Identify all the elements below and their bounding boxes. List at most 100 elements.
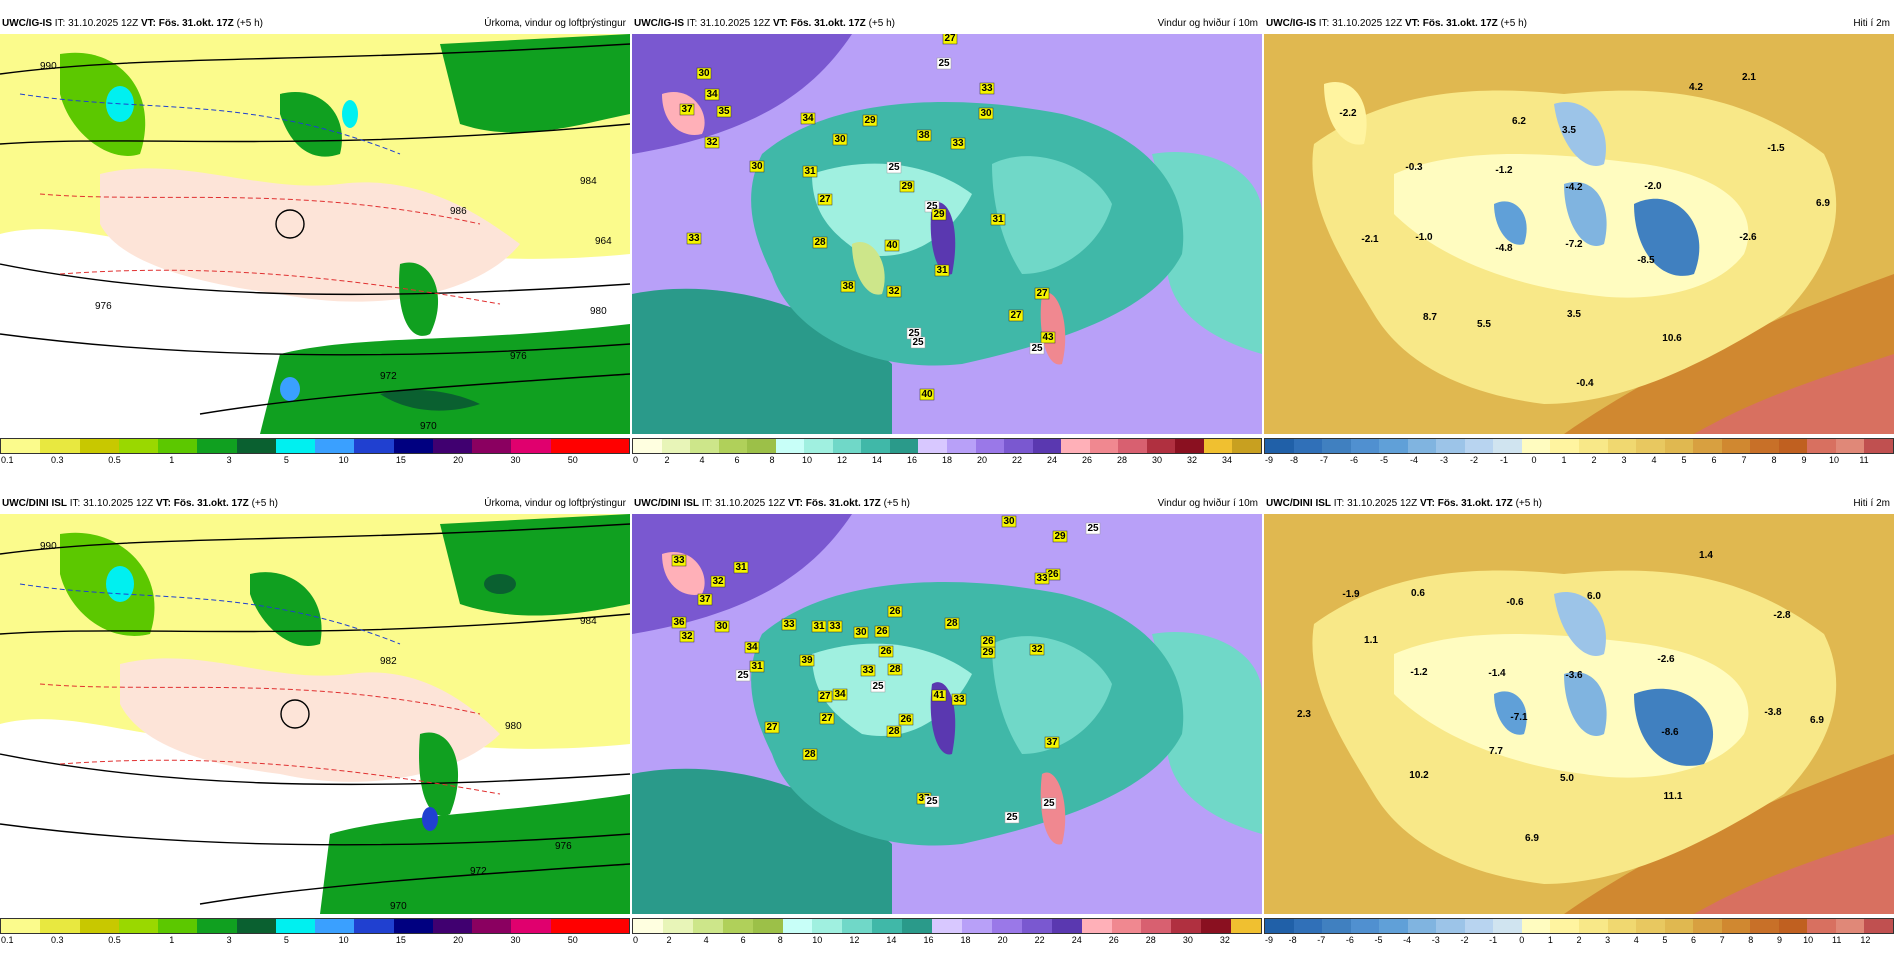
legend-swatch: [158, 439, 198, 453]
wind-speed-label: 32: [704, 136, 720, 149]
legend-swatch: [1089, 439, 1119, 453]
legend-tick-label: 11: [1832, 935, 1842, 945]
model-name: UWC/DINI ISL: [1266, 498, 1331, 509]
temperature-label: -2.6: [1739, 232, 1757, 243]
legend-tick-label: 0.5: [108, 455, 121, 465]
legend-tick-label: 4: [1651, 455, 1657, 465]
wind-speed-label: 33: [781, 618, 797, 631]
temperature-label: -2.0: [1644, 181, 1662, 192]
svg-text:-1.9: -1.9: [1342, 589, 1360, 600]
legend-tick-label: 10: [338, 935, 349, 945]
legend-swatch: [1293, 919, 1323, 933]
svg-text:26: 26: [982, 636, 994, 647]
precip-map: 990 984 980 976 972 970 982: [0, 514, 630, 914]
panel-header: UWC/IG-IS IT: 31.10.2025 12Z VT: Fös. 31…: [632, 14, 1262, 34]
valid-label: VT:: [1419, 498, 1435, 509]
legend-ticks: 0.1 0.3 0.5 1 3 5 10 15 20 30 50: [0, 935, 630, 949]
panel-title: Hiti í 2m: [1853, 18, 1890, 29]
legend-swatch: [1750, 919, 1779, 933]
legend-swatch: [1693, 439, 1722, 453]
svg-text:34: 34: [746, 642, 758, 653]
legend-swatch: [275, 919, 315, 933]
temperature-label: -3.8: [1764, 707, 1782, 718]
temperature-label: -2.8: [1773, 610, 1791, 621]
svg-text:31: 31: [992, 214, 1004, 225]
legend-tick-label: -3: [1431, 935, 1440, 945]
legend-ticks: 0 2 4 6 8 10 12 14 16 18 20 22 24 26 28 30 32 34: [632, 455, 1262, 469]
legend-swatch: [472, 919, 512, 933]
legend-swatch: [1864, 919, 1894, 933]
legend-swatch: [1778, 919, 1808, 933]
legend-swatch: [1521, 439, 1551, 453]
legend-swatch: [1350, 919, 1380, 933]
legend-tick-label: -9: [1265, 935, 1274, 945]
svg-text:33: 33: [829, 621, 841, 632]
svg-text:38: 38: [842, 281, 854, 292]
legend-swatch: [782, 919, 813, 933]
legend-tick-label: 3: [1621, 455, 1627, 465]
panel-title: Hiti í 2m: [1853, 498, 1890, 509]
legend-swatch: [1721, 439, 1751, 453]
isobar-label: 970: [390, 901, 407, 912]
wind-speed-label: 25: [1041, 797, 1057, 810]
legend-swatch: [1021, 919, 1052, 933]
legend-tick-label: 12: [836, 455, 848, 465]
temperature-label: -7.2: [1565, 239, 1583, 250]
legend-swatch: [662, 919, 693, 933]
legend-swatch: [747, 439, 776, 453]
legend-tick-label: 10: [801, 455, 813, 465]
legend-swatch: [1203, 439, 1233, 453]
svg-text:-8.6: -8.6: [1661, 727, 1679, 738]
temperature-label: 5.0: [1560, 773, 1574, 784]
legend-tick-label: 6: [734, 455, 740, 465]
legend-tick-label: -5: [1374, 935, 1383, 945]
legend-tick-label: 8: [777, 935, 783, 945]
legend-swatch: [889, 439, 919, 453]
temperature-label: 8.7: [1423, 312, 1437, 323]
legend-swatch: [661, 439, 691, 453]
legend-tick-label: 6: [1691, 935, 1697, 945]
wind-speed-label: 40: [919, 388, 935, 401]
panel-precip-dini: UWC/DINI ISL IT: 31.10.2025 12Z VT: Fös.…: [0, 494, 630, 957]
legend-tick-label: 1: [169, 455, 175, 465]
svg-text:34: 34: [706, 89, 718, 100]
temperature-label: 10.6: [1662, 333, 1682, 344]
wind-speed-label: 32: [710, 575, 726, 588]
legend-tick-label: 2: [666, 935, 672, 945]
panel-header: UWC/DINI ISL IT: 31.10.2025 12Z VT: Fös.…: [0, 494, 630, 514]
legend-tick-label: 50: [567, 935, 578, 945]
legend-swatch: [511, 919, 551, 933]
wind-speed-label: 25: [910, 336, 926, 349]
svg-text:25: 25: [1043, 798, 1055, 809]
legend-tick-label: 3: [226, 935, 232, 945]
temperature-legend: -9 -8 -7 -6 -5 -4 -3 -2 -1 0 1 2 3 4 5 6 7 8 9 10 11: [1264, 438, 1894, 477]
svg-text:25: 25: [938, 58, 950, 69]
run-time: 31.10.2025 12Z: [83, 498, 154, 509]
temperature-label: 5.5: [1477, 319, 1491, 330]
temperature-label: -2.6: [1657, 654, 1675, 665]
legend-swatch: [752, 919, 783, 933]
run-label: IT:: [686, 18, 698, 29]
legend-swatch: [40, 919, 80, 933]
panel-title: Vindur og hviður í 10m: [1157, 498, 1258, 509]
wind-speed-label: 30: [696, 67, 712, 80]
wind-speed-label: 40: [884, 239, 900, 252]
legend-tick-label: 5: [283, 455, 289, 465]
legend-swatch: [1607, 439, 1637, 453]
svg-text:-4.8: -4.8: [1495, 243, 1513, 254]
wind-speed-label: 31: [802, 165, 818, 178]
svg-text:-8.5: -8.5: [1637, 255, 1655, 266]
isobar-label: 976: [555, 841, 572, 852]
wind-speed-label: 27: [819, 712, 835, 725]
svg-text:33: 33: [981, 83, 993, 94]
precip-legend: 0.1 0.3 0.5 1 3 5 10 15 20 30 50: [0, 438, 630, 477]
valid-label: VT:: [772, 18, 788, 29]
legend-swatch: [1693, 919, 1722, 933]
legend-tick-label: -6: [1349, 455, 1359, 465]
wind-speed-label: 25: [735, 669, 751, 682]
svg-text:3.5: 3.5: [1562, 125, 1576, 136]
svg-text:11.1: 11.1: [1664, 791, 1683, 802]
legend-tick-label: 2: [1591, 455, 1597, 465]
svg-text:1.4: 1.4: [1699, 550, 1713, 561]
wind-legend: 0 2 4 6 8 10 12 14 16 18 20 22 24 26 28 30 32 34: [632, 438, 1262, 477]
